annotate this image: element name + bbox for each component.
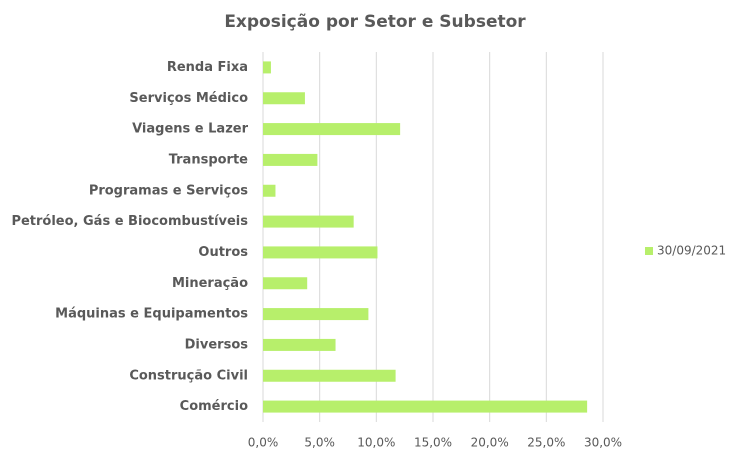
bar	[263, 338, 336, 351]
x-tick-label: 25,0%	[527, 436, 565, 450]
y-tick-label: Construção Civil	[129, 368, 248, 383]
legend-label: 30/09/2021	[657, 244, 726, 258]
bar	[263, 308, 369, 321]
bar	[263, 123, 401, 136]
x-tick-label: 0,0%	[248, 436, 279, 450]
bar	[263, 400, 588, 413]
bar	[263, 369, 396, 382]
y-tick-label: Mineração	[172, 276, 248, 291]
x-tick-label: 15,0%	[414, 436, 452, 450]
legend-swatch	[645, 247, 653, 255]
y-tick-label: Transporte	[169, 152, 248, 167]
bar	[263, 153, 318, 166]
bar	[263, 92, 305, 105]
y-tick-label: Serviços Médico	[129, 91, 248, 106]
y-tick-label: Petróleo, Gás e Biocombustíveis	[11, 214, 248, 229]
y-tick-label: Viagens e Lazer	[132, 122, 248, 137]
x-tick-label: 20,0%	[471, 436, 509, 450]
chart-title: Exposição por Setor e Subsetor	[224, 12, 526, 32]
bar	[263, 277, 308, 290]
y-tick-label: Diversos	[185, 337, 249, 352]
y-tick-label: Máquinas e Equipamentos	[55, 307, 248, 322]
x-tick-label: 5,0%	[304, 436, 335, 450]
y-tick-label: Programas e Serviços	[89, 183, 248, 198]
x-tick-label: 30,0%	[584, 436, 622, 450]
bar	[263, 246, 378, 259]
y-tick-label: Renda Fixa	[167, 60, 248, 75]
x-tick-label: 10,0%	[357, 436, 395, 450]
bar	[263, 184, 276, 197]
y-tick-label: Comércio	[180, 399, 248, 414]
y-tick-label: Outros	[198, 245, 248, 260]
bar	[263, 215, 354, 228]
bar	[263, 61, 271, 74]
